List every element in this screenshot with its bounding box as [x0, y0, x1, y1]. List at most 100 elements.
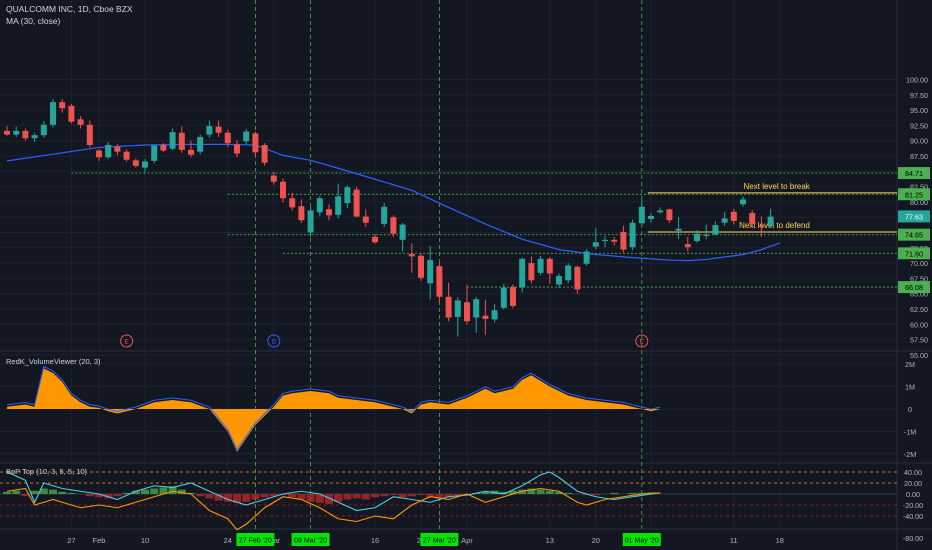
candle-body[interactable]	[473, 299, 480, 318]
candle-body[interactable]	[675, 228, 682, 231]
candle-body[interactable]	[326, 209, 332, 216]
candle-body[interactable]	[611, 239, 618, 242]
candle-body[interactable]	[160, 144, 167, 151]
candle-body[interactable]	[188, 149, 194, 155]
candle-body[interactable]	[546, 258, 553, 274]
bop-histogram-bar	[85, 494, 94, 497]
candle-body[interactable]	[574, 266, 581, 290]
candle-body[interactable]	[178, 132, 185, 150]
candle-body[interactable]	[712, 225, 719, 235]
candle-body[interactable]	[353, 189, 360, 217]
candle-body[interactable]	[261, 144, 268, 163]
candle-body[interactable]	[620, 231, 627, 250]
level-tag	[898, 228, 930, 241]
candle-body[interactable]	[50, 102, 56, 125]
candle-body[interactable]	[648, 215, 654, 220]
candle-body[interactable]	[684, 244, 691, 248]
candle-body[interactable]	[123, 151, 130, 160]
candle-body[interactable]	[270, 175, 277, 182]
candle-body[interactable]	[31, 135, 38, 139]
candle-body[interactable]	[758, 225, 765, 227]
candle-body[interactable]	[4, 130, 10, 135]
candle-body[interactable]	[142, 161, 148, 168]
candle-body[interactable]	[519, 258, 526, 288]
bop-slow-line[interactable]	[6, 487, 661, 531]
candle-body[interactable]	[77, 119, 84, 125]
candle-body[interactable]	[537, 258, 544, 273]
volume-viewer-pane[interactable]: RedK_VolumeViewer (20, 3)	[6, 357, 661, 452]
candle-body[interactable]	[730, 211, 737, 221]
candle-body[interactable]	[740, 199, 746, 205]
candle-body[interactable]	[565, 265, 572, 281]
candle-body[interactable]	[307, 210, 314, 233]
candle-body[interactable]	[96, 150, 102, 158]
candle-body[interactable]	[638, 206, 645, 224]
candle-body[interactable]	[344, 187, 351, 204]
candle-body[interactable]	[427, 260, 434, 284]
candle-body[interactable]	[491, 310, 498, 320]
candle-body[interactable]	[767, 216, 774, 226]
candle-body[interactable]	[464, 302, 470, 322]
candle-body[interactable]	[482, 315, 489, 319]
candle-body[interactable]	[215, 126, 222, 133]
candle-body[interactable]	[372, 236, 378, 243]
candle-body[interactable]	[694, 233, 700, 242]
candle-body[interactable]	[22, 130, 29, 139]
level-annotation: Next level to defend	[739, 221, 810, 230]
candle-body[interactable]	[197, 137, 204, 152]
candle-body[interactable]	[114, 146, 121, 152]
candle-body[interactable]	[629, 222, 636, 248]
candle-body[interactable]	[583, 251, 590, 264]
event-marker-label: E	[124, 339, 129, 346]
vv-line[interactable]	[6, 365, 661, 451]
candle-body[interactable]	[510, 286, 516, 306]
candle-body[interactable]	[132, 160, 139, 166]
candle-body[interactable]	[68, 105, 75, 122]
candle-body[interactable]	[721, 218, 728, 223]
bop-fast-line[interactable]	[6, 471, 661, 512]
candle-body[interactable]	[390, 217, 397, 234]
price-pane[interactable]: Next level to break Next level to defend E…	[4, 99, 897, 348]
candle-body[interactable]	[749, 212, 756, 224]
candle-body[interactable]	[602, 239, 608, 242]
candle-body[interactable]	[436, 266, 443, 297]
candle-body[interactable]	[298, 206, 305, 221]
event-marker[interactable]	[635, 334, 649, 348]
candle-body[interactable]	[362, 216, 369, 223]
candle-body[interactable]	[666, 209, 673, 221]
candle-body[interactable]	[445, 296, 452, 318]
event-marker[interactable]	[120, 334, 134, 348]
candle-body[interactable]	[86, 124, 93, 145]
candle-body[interactable]	[408, 253, 415, 257]
candle-body[interactable]	[289, 198, 296, 208]
bop-histogram-bar	[334, 494, 343, 502]
candle-body[interactable]	[13, 130, 20, 135]
candle-body[interactable]	[399, 224, 406, 240]
candle-body[interactable]	[418, 255, 424, 278]
candle-body[interactable]	[280, 181, 286, 199]
candle-body[interactable]	[169, 132, 176, 149]
event-marker[interactable]	[267, 334, 281, 348]
candle-body[interactable]	[105, 144, 112, 158]
candle-body[interactable]	[206, 126, 213, 135]
candle-body[interactable]	[381, 206, 388, 224]
bop-pane[interactable]: BoP Top (10, 3, 5, 5, 10)	[0, 467, 897, 531]
candle-body[interactable]	[454, 300, 461, 317]
candle-body[interactable]	[40, 124, 47, 136]
candle-body[interactable]	[500, 287, 507, 308]
candle-body[interactable]	[316, 198, 323, 213]
candle-body[interactable]	[252, 133, 259, 153]
bop-histogram-bar	[288, 494, 297, 498]
candle-body[interactable]	[528, 263, 535, 281]
candle-body[interactable]	[703, 234, 710, 236]
candle-body[interactable]	[224, 132, 231, 144]
candle-body[interactable]	[657, 210, 664, 213]
candle-body[interactable]	[234, 144, 240, 154]
candle-body[interactable]	[243, 131, 250, 142]
candle-body[interactable]	[151, 145, 158, 161]
candle-body[interactable]	[556, 275, 562, 285]
candle-body[interactable]	[592, 242, 599, 247]
candle-body[interactable]	[59, 102, 66, 109]
candle-body[interactable]	[335, 196, 342, 215]
